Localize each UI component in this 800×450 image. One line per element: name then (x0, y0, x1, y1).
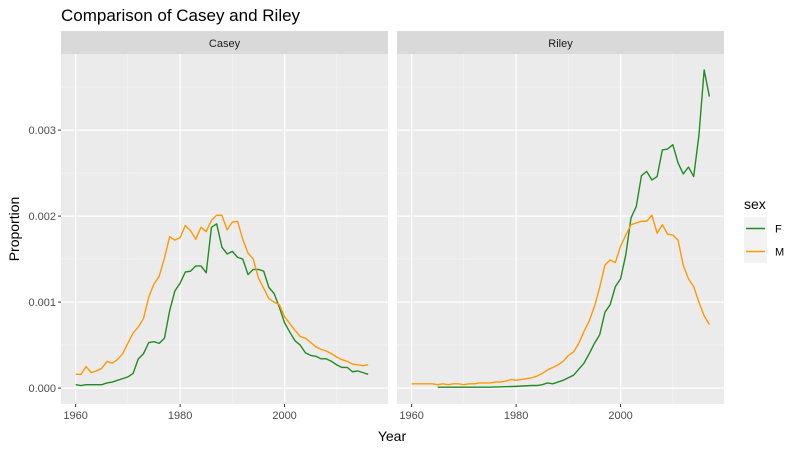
panel-background-casey (61, 54, 388, 404)
y-axis: 0.000 0.001 0.002 0.003 (28, 125, 61, 395)
strip-label-casey: Casey (209, 38, 241, 50)
y-axis-title: Proportion (6, 197, 22, 262)
chart-title: Comparison of Casey and Riley (61, 6, 301, 25)
x-tick-label: 2000 (272, 410, 296, 422)
strip-background-riley (397, 31, 724, 54)
x-tick-label: 1980 (168, 410, 192, 422)
legend-label: F (775, 224, 782, 236)
legend-title: sex (744, 196, 766, 212)
x-tick-label: 1960 (399, 410, 423, 422)
series-lines-casey (75, 214, 369, 387)
series-lines-riley (411, 69, 711, 388)
strip-background-casey (61, 31, 388, 54)
panel-background-riley (397, 54, 724, 404)
x-tick-label: 1980 (504, 410, 528, 422)
y-tick-label: 0.003 (28, 125, 56, 137)
x-axis-title: Year (378, 428, 407, 444)
panel-riley: Riley (397, 31, 724, 404)
legend-entries: FM (744, 217, 784, 263)
gridlines-casey (61, 54, 388, 404)
x-axis-riley: 1960 1980 2000 (399, 404, 633, 422)
x-axis-casey: 1960 1980 2000 (63, 404, 297, 422)
y-tick-label: 0.002 (28, 211, 56, 223)
series-line-riley-m (411, 214, 710, 386)
strip-label-riley: Riley (548, 38, 573, 50)
gridlines-riley (397, 54, 724, 404)
y-tick-label: 0.001 (28, 297, 56, 309)
series-line-casey-f (75, 223, 369, 387)
series-line-riley-f (437, 69, 711, 388)
x-tick-label: 2000 (608, 410, 632, 422)
series-line-casey-m (75, 214, 369, 376)
x-tick-label: 1960 (63, 410, 87, 422)
legend: sex FM (744, 196, 784, 263)
y-tick-label: 0.000 (28, 383, 56, 395)
legend-label: M (775, 247, 784, 259)
panel-casey: Casey (61, 31, 388, 404)
